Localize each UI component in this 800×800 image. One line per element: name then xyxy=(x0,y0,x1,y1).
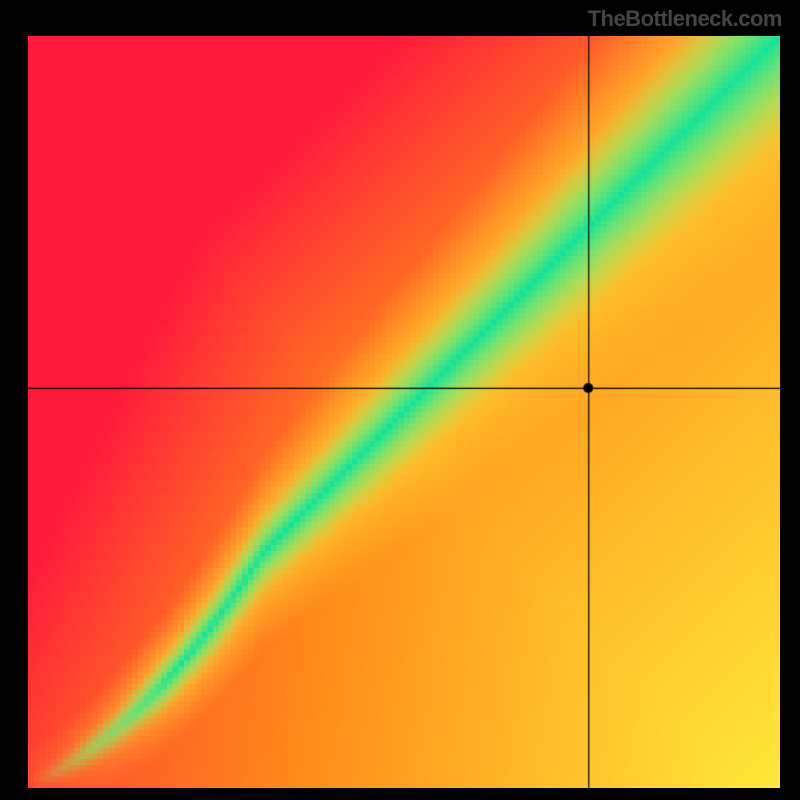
overlay-canvas xyxy=(0,0,800,800)
chart-container: TheBottleneck.com xyxy=(0,0,800,800)
